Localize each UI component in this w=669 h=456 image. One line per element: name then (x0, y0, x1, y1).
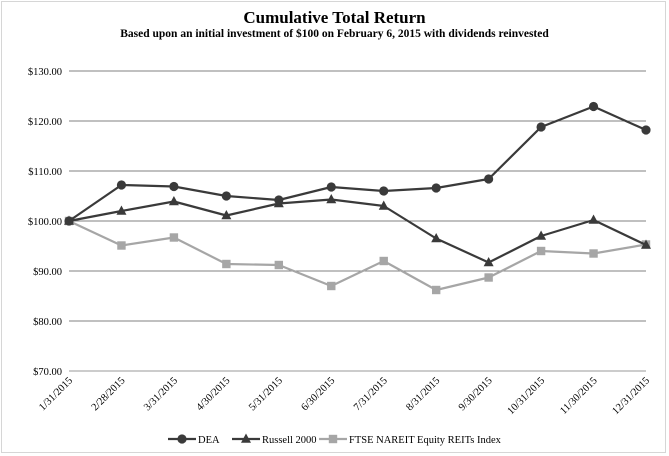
data-point-square (589, 249, 598, 258)
data-point-square (328, 434, 338, 444)
data-point-triangle (483, 257, 494, 267)
data-point-circle (177, 434, 187, 444)
data-point-square (274, 260, 284, 270)
legend-label: Russell 2000 (262, 435, 317, 446)
data-point-circle (116, 180, 127, 190)
x-tick-label: 5/31/2015 (247, 375, 285, 413)
data-point-circle (536, 122, 546, 132)
data-point-circle (64, 216, 74, 226)
x-tick-label: 6/30/2015 (299, 375, 337, 413)
data-point-triangle (588, 214, 599, 224)
y-tick-label: $70.00 (33, 367, 62, 378)
legend-label: FTSE NAREIT Equity REITs Index (349, 435, 502, 446)
x-tick-label: 2/28/2015 (90, 375, 128, 413)
data-point-triangle (116, 205, 127, 215)
data-point-circle (379, 186, 389, 196)
y-axis-ticks: $70.00 $80.00 $90.00 $100.00 $110.00 $120.00 $… (28, 67, 62, 378)
data-point-square (222, 259, 231, 269)
x-tick-label: 10/31/2015 (506, 375, 548, 417)
x-tick-label: 9/30/2015 (457, 375, 495, 413)
data-point-triangle (378, 200, 389, 210)
data-point-circle (274, 195, 284, 205)
data-point-triangle (536, 230, 547, 240)
y-tick-label: $110.00 (28, 167, 62, 178)
series-dea (64, 101, 651, 226)
y-tick-label: $130.00 (28, 67, 62, 78)
legend-item: DEA (168, 434, 220, 446)
data-point-square (169, 233, 179, 242)
y-tick-label: $80.00 (33, 317, 62, 328)
data-point-triangle (221, 210, 232, 220)
data-point-circle (431, 183, 441, 193)
x-tick-label: 3/31/2015 (142, 375, 180, 413)
data-point-circle (641, 125, 651, 135)
data-point-square (327, 281, 336, 291)
y-tick-label: $100.00 (28, 217, 62, 228)
y-tick-label: $90.00 (33, 267, 62, 278)
data-point-circle (169, 181, 179, 192)
x-axis-ticks: 1/31/2015 2/28/2015 3/31/2015 4/30/2015 5/31… (37, 375, 652, 417)
data-point-triangle (431, 233, 442, 243)
data-point-triangle (326, 194, 337, 204)
data-point-circle (588, 101, 599, 112)
x-tick-label: 1/31/2015 (37, 375, 75, 413)
data-point-triangle (168, 196, 179, 206)
series-line (68, 105, 647, 222)
series-line (68, 220, 647, 292)
data-point-square (431, 285, 441, 295)
data-point-square (536, 246, 546, 256)
legend-item: Russell 2000 (232, 433, 317, 446)
legend-label: DEA (198, 435, 220, 446)
series-lines (64, 101, 651, 295)
data-point-circle (326, 182, 336, 192)
y-tick-label: $120.00 (28, 117, 62, 128)
series-russell-2000 (64, 194, 651, 267)
x-tick-label: 12/31/2015 (611, 375, 653, 417)
series-line (68, 198, 647, 264)
x-tick-label: 4/30/2015 (195, 375, 233, 413)
data-point-square (379, 256, 388, 266)
data-point-square (117, 241, 126, 250)
x-tick-label: 7/31/2015 (352, 375, 390, 413)
legend: DEA Russell 2000 FTSE NAREIT Equity REITs … (168, 433, 502, 446)
data-point-triangle (241, 433, 251, 443)
chart-title: Cumulative Total Return (243, 8, 426, 27)
x-tick-label: 11/30/2015 (558, 375, 599, 416)
chart-subtitle: Based upon an initial investment of $100… (120, 28, 549, 40)
data-point-circle (484, 174, 494, 184)
data-point-square (484, 273, 493, 282)
x-tick-label: 8/31/2015 (404, 375, 442, 413)
data-point-circle (221, 191, 231, 201)
legend-item: FTSE NAREIT Equity REITs Index (319, 434, 502, 446)
gridlines (69, 70, 646, 372)
data-point-triangle (641, 239, 651, 249)
